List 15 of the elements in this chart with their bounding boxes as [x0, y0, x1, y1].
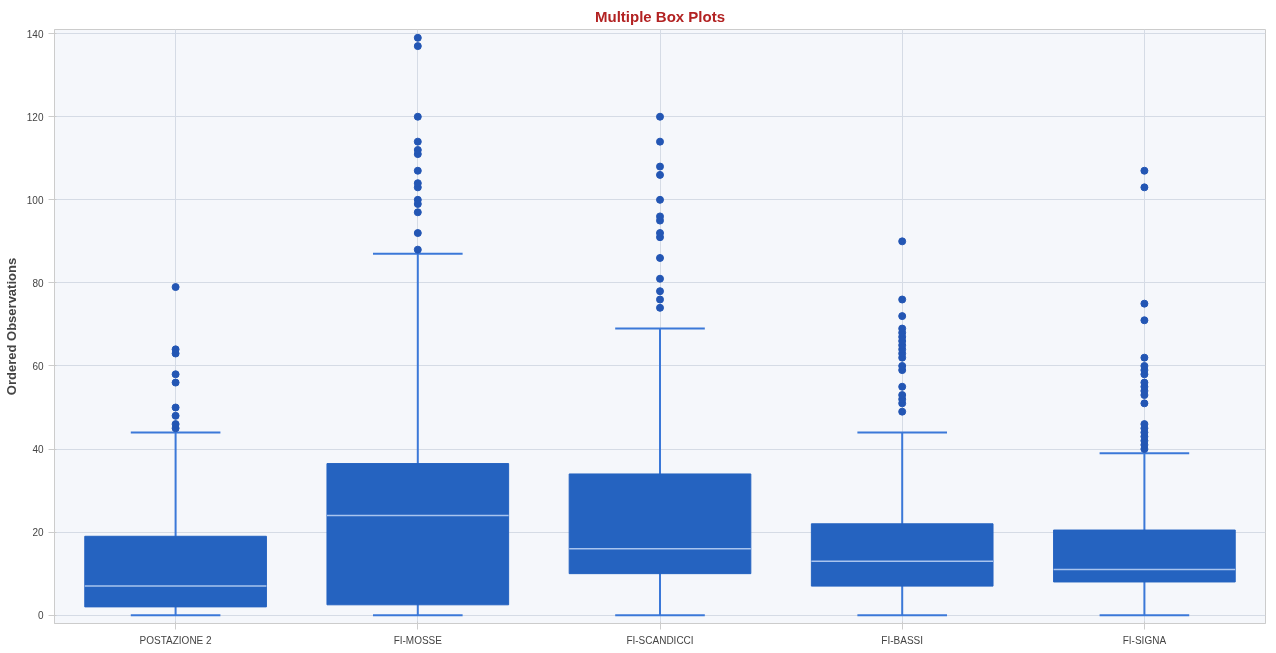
y-tick-label: 140: [26, 28, 44, 40]
x-tick-label: POSTAZIONE 2: [139, 634, 213, 646]
y-tick-label: 20: [32, 527, 44, 539]
x-tick-label: FI-MOSSE: [393, 634, 443, 646]
chart-title: Multiple Box Plots: [595, 7, 726, 25]
x-tick-label: FI-BASSI: [881, 634, 924, 646]
y-tick-label: 100: [26, 194, 44, 206]
x-tick-label: FI-SCANDICCI: [626, 634, 694, 646]
y-tick-label: 40: [32, 444, 44, 456]
y-tick-label: 120: [26, 111, 44, 123]
y-tick-label: 60: [32, 360, 44, 372]
y-tick-label: 80: [32, 277, 44, 289]
x-tick-label: FI-SIGNA: [1122, 634, 1167, 646]
y-tick-label: 0: [37, 610, 44, 622]
y-axis-title: Ordered Observations: [3, 257, 19, 396]
